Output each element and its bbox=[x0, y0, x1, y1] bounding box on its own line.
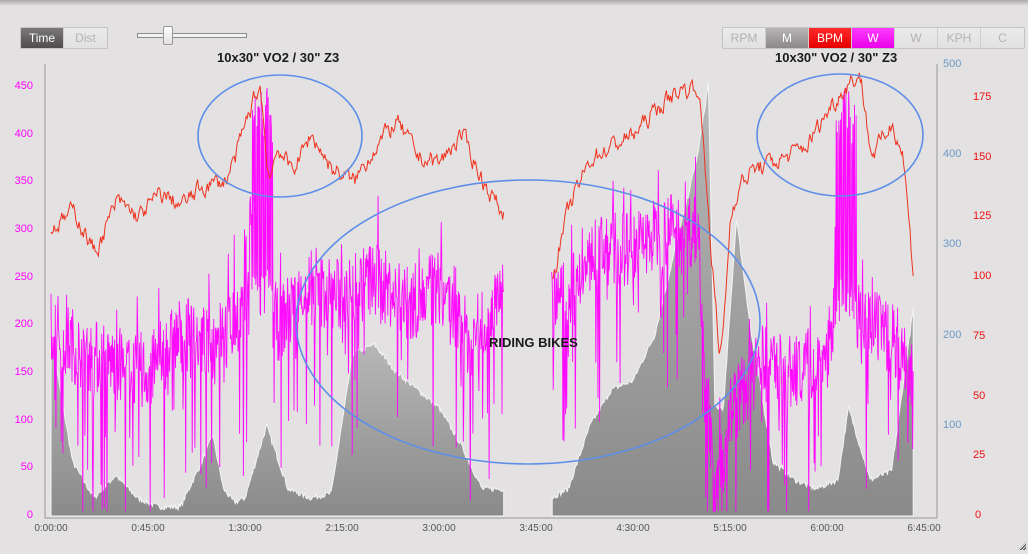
heartrate-axis-tick: 50 bbox=[973, 389, 986, 402]
heartrate-axis-tick: 0 bbox=[975, 509, 982, 521]
interval-annotation-right: 10x30" VO2 / 30" Z3 bbox=[775, 50, 898, 65]
riding-bikes-ellipse bbox=[295, 179, 761, 465]
time-axis-tick: 5:15:00 bbox=[713, 523, 747, 534]
power-axis-tick: 300 bbox=[14, 223, 33, 235]
distance-mode-button[interactable]: Dist bbox=[64, 28, 107, 48]
heartrate-axis-tick: 75 bbox=[973, 329, 986, 342]
power-axis-tick: 0 bbox=[26, 509, 33, 521]
zoom-slider-track[interactable] bbox=[137, 33, 247, 38]
axis-mode-toggle: Time Dist bbox=[20, 27, 108, 49]
power-axis-tick: 250 bbox=[14, 270, 33, 283]
riding-bikes-annotation: RIDING BIKES bbox=[489, 335, 578, 350]
time-mode-button[interactable]: Time bbox=[21, 28, 64, 48]
metric-toggle-kph-5[interactable]: KPH bbox=[938, 28, 981, 48]
power-axis-tick: 400 bbox=[14, 127, 33, 140]
interval-annotation-left: 10x30" VO2 / 30" Z3 bbox=[217, 50, 340, 65]
time-axis-tick: 1:30:00 bbox=[228, 523, 262, 534]
power-axis-tick: 100 bbox=[14, 413, 33, 426]
time-axis-tick: 0:00:00 bbox=[34, 523, 68, 534]
interval-ellipse-left bbox=[197, 74, 363, 198]
metric-toggle-m-1[interactable]: M bbox=[766, 28, 809, 48]
metric-toggle-bpm-2[interactable]: BPM bbox=[809, 28, 852, 48]
window-top-shadow bbox=[0, 0, 1028, 6]
time-axis-tick: 2:15:00 bbox=[325, 523, 359, 534]
power-line bbox=[50, 87, 914, 512]
time-axis-tick: 6:00:00 bbox=[810, 523, 844, 534]
time-axis-tick: 4:30:00 bbox=[616, 523, 650, 534]
heartrate-axis-tick: 150 bbox=[973, 150, 992, 163]
heartrate-axis-tick: 25 bbox=[973, 449, 986, 462]
zoom-slider-thumb[interactable] bbox=[163, 26, 173, 45]
heartrate-axis-tick: 125 bbox=[973, 210, 992, 223]
elevation-area bbox=[551, 82, 914, 517]
power-axis-tick: 350 bbox=[14, 175, 33, 188]
metric-toggle-group: RPM M BPM W W KPH C bbox=[722, 27, 1025, 49]
elevation-axis-tick: 400 bbox=[943, 148, 962, 160]
time-axis-tick: 0:45:00 bbox=[131, 523, 165, 534]
time-axis-tick: 3:45:00 bbox=[519, 523, 553, 534]
metric-toggle-c-6[interactable]: C bbox=[981, 28, 1024, 48]
heartrate-axis-tick: 175 bbox=[973, 91, 992, 103]
metric-toggle-rpm-0[interactable]: RPM bbox=[723, 28, 766, 48]
power-axis-tick: 150 bbox=[14, 366, 33, 378]
power-axis-tick: 450 bbox=[14, 80, 33, 92]
elevation-axis-tick: 300 bbox=[943, 238, 962, 251]
elevation-axis-tick: 100 bbox=[943, 418, 962, 431]
power-axis-tick: 50 bbox=[20, 461, 33, 474]
power-axis-tick: 200 bbox=[14, 318, 33, 331]
metric-toggle-w-4[interactable]: W bbox=[895, 28, 938, 48]
metric-toggle-w-3[interactable]: W bbox=[852, 28, 895, 48]
elevation-axis-tick: 500 bbox=[943, 57, 962, 70]
time-axis-tick: 6:45:00 bbox=[907, 523, 941, 534]
heartrate-axis-tick: 100 bbox=[973, 270, 992, 283]
elevation-axis-tick: 200 bbox=[943, 328, 962, 341]
heart-rate-line bbox=[50, 72, 914, 354]
resize-grip-icon[interactable] bbox=[1018, 542, 1026, 550]
time-axis-tick: 3:00:00 bbox=[422, 523, 456, 534]
interval-ellipse-right bbox=[756, 73, 924, 197]
